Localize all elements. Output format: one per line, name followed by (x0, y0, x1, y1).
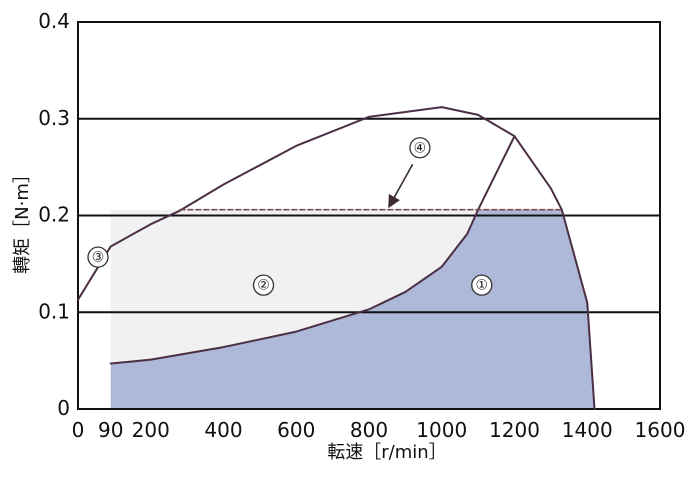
region-2-fill (110, 209, 479, 364)
annotation-circle-3 (409, 137, 431, 159)
region-1-fill (110, 209, 595, 409)
y-tick-label-3: 0.3 (38, 106, 70, 130)
x-tick-label-3: 400 (204, 418, 242, 442)
x-axis-label: 転速［r/min］ (327, 442, 446, 463)
annotation-label-2: ③ (92, 250, 105, 266)
x-tick-label-1: 90 (98, 418, 123, 442)
x-tick-label-6: 1000 (416, 418, 467, 442)
y-tick-label-1: 0.1 (38, 299, 70, 323)
annotation-label-0: ① (475, 278, 488, 294)
annotation-circle-2 (87, 246, 109, 268)
x-tick-label-0: 0 (72, 418, 85, 442)
x-tick-label-9: 1600 (635, 418, 686, 442)
x-tick-label-5: 800 (350, 418, 388, 442)
y-axis-label: 轉矩［N·m］ (12, 165, 33, 274)
x-tick-label-8: 1400 (562, 418, 613, 442)
annotation-circle-0 (471, 274, 493, 296)
x-tick-label-2: 200 (132, 418, 170, 442)
x-tick-label-4: 600 (277, 418, 315, 442)
x-tick-label-7: 1200 (489, 418, 540, 442)
annotation-circle-1 (252, 274, 275, 296)
y-tick-label-2: 0.2 (38, 203, 70, 227)
y-tick-label-0: 0 (57, 396, 70, 420)
y-tick-label-4: 0.4 (38, 9, 70, 33)
plot-layer: 0 0.1 0.2 0.3 0.4 0 90 200 400 600 800 1000 1200 1400… (12, 9, 685, 463)
series-line-0 (77, 106, 596, 410)
annotation-label-3: ④ (414, 140, 427, 156)
series-line-1 (109, 135, 516, 365)
annotation-label-1: ② (257, 278, 270, 294)
annotation-arrow (388, 163, 414, 209)
